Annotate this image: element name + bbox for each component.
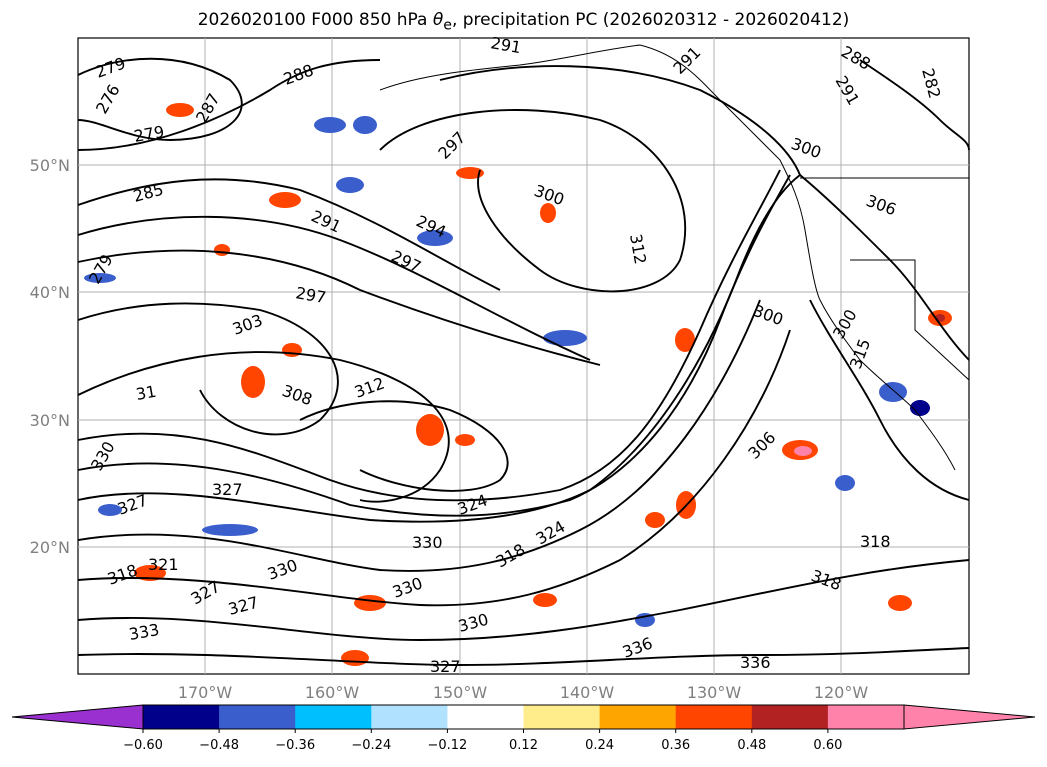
map-title: 2026020100 F000 850 hPa θe, precipitatio… [197,10,850,34]
colorbar-segment [143,705,220,729]
colorbar-tick-label: 0.60 [813,738,842,753]
contour-label: 336 [740,653,771,672]
lon-tick-label: 170°W [178,683,233,702]
lon-tick-label: 130°W [687,683,742,702]
lon-tick-label: 140°W [560,683,615,702]
colorbar-segment [371,705,448,729]
colorbar-segment [219,705,296,729]
contour-label: 327 [430,657,461,676]
contour-label: 321 [148,555,179,574]
colorbar-segment [447,705,524,729]
colorbar-tick-label: 0.48 [737,738,766,753]
colorbar-tick-label: −0.12 [427,738,467,753]
coastlines [379,44,970,471]
colorbar-tick-label: 0.24 [585,738,614,753]
colorbar-extend-low [11,704,144,730]
lat-axis: 50°N 40°N 30°N 20°N [30,156,70,557]
lon-axis: 170°W 160°W 150°W 140°W 130°W 120°W [178,683,869,702]
colorbar-segment [751,705,829,729]
theta-e-contours [77,57,970,666]
colorbar: −0.60 −0.48 −0.36 −0.24 −0.12 0.12 0.24 0.36 0.4… [11,704,1036,753]
lat-tick-label: 20°N [30,538,70,557]
colorbar-tick-label: −0.24 [351,738,391,753]
colorbar-segment [599,705,677,729]
contour-label: 318 [860,532,891,551]
contour-label: 330 [412,533,443,552]
colorbar-segment [827,705,905,729]
lat-tick-label: 30°N [30,411,70,430]
colorbar-tick-label: −0.36 [275,738,315,753]
lat-tick-label: 40°N [30,283,70,302]
colorbar-tick-label: 0.12 [509,738,538,753]
contour-label: 327 [212,480,243,499]
colorbar-tick-label: −0.60 [123,738,163,753]
contour-label: 31 [134,382,157,404]
lon-tick-label: 120°W [814,683,869,702]
colorbar-extend-high [903,704,1036,730]
lat-tick-label: 50°N [30,156,70,175]
colorbar-segment [675,705,753,729]
map-panel [77,37,970,675]
colorbar-segment [295,705,372,729]
lon-tick-label: 160°W [305,683,360,702]
colorbar-segment [523,705,601,729]
lon-tick-label: 150°W [433,683,488,702]
colorbar-tick-label: −0.48 [199,738,239,753]
colorbar-tick-label: 0.36 [661,738,690,753]
